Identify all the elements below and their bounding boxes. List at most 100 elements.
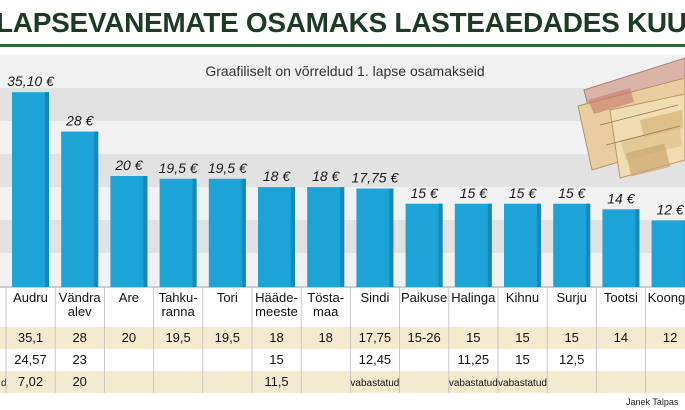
table-cell: 12 <box>663 330 677 345</box>
table-cell: 7,02 <box>18 374 43 389</box>
value-label-1: 28 € <box>65 113 94 129</box>
value-label-9: 15 € <box>460 185 488 201</box>
table-row-bg <box>0 371 685 393</box>
bar-shade-2 <box>143 176 148 287</box>
table-cell: 20 <box>72 374 86 389</box>
bar-12 <box>602 209 640 287</box>
value-label-2: 20 € <box>114 157 143 173</box>
value-label-3: 19,5 € <box>159 160 199 176</box>
table-cell-partial: d <box>1 378 7 389</box>
category-label-1-1: alev <box>68 304 92 319</box>
table-cell: 15 <box>269 352 283 367</box>
table-cell: 19,5 <box>215 330 240 345</box>
table-cell: 19,5 <box>165 330 190 345</box>
category-label-5-1: meeste <box>255 304 298 319</box>
category-label-3-1: ranna <box>161 304 195 319</box>
data-table: 35,1 28 20 19,5 19,5 18 18 17,75 15-26 15 15 15 14 12… <box>0 287 685 393</box>
value-label-0: 35,10 € <box>7 73 55 89</box>
table-cell: 15 <box>515 352 529 367</box>
bar-shade-4 <box>241 178 246 287</box>
bar-chart: Graafiliselt on võrreldud 1. lapse osama… <box>0 55 685 407</box>
bar-6 <box>307 187 345 287</box>
table-cell: 20 <box>122 330 136 345</box>
table-cell: 18 <box>269 330 283 345</box>
category-label-2-0: Are <box>119 290 139 305</box>
bar-shade-10 <box>537 203 541 287</box>
bar-11 <box>553 203 591 287</box>
banknote-icon <box>577 57 685 179</box>
grid-band <box>0 121 685 154</box>
category-label-12-0: Tootsi <box>604 290 638 305</box>
table-cell: 11,25 <box>458 352 490 367</box>
value-label-10: 15 € <box>509 185 537 201</box>
bar-shade-12 <box>635 209 640 287</box>
chart-title: LAPSEVANEMATE OSAMAKS LASTEAEDADES KUUS … <box>0 7 685 38</box>
category-label-7-0: Sindi <box>360 290 389 305</box>
bar-0 <box>12 92 49 287</box>
table-cell: 11,5 <box>264 374 288 389</box>
banknotes-illustration <box>577 57 685 179</box>
table-cell: 15 <box>564 330 578 345</box>
bar-9 <box>454 203 492 287</box>
title-rule <box>0 44 685 47</box>
bar-7 <box>356 188 394 287</box>
bar-3 <box>159 178 197 287</box>
value-label-7: 17,75 € <box>352 169 400 185</box>
category-label-13-0: Koonga <box>648 290 685 305</box>
category-label-0-0: Audru <box>13 290 48 305</box>
table-cell: 15 <box>466 330 480 345</box>
bar-shade-8 <box>438 203 443 287</box>
chart-subtitle: Graafiliselt on võrreldud 1. lapse osama… <box>205 63 484 79</box>
grid-band <box>0 88 685 121</box>
table-cell: 15-26 <box>407 330 440 345</box>
table-cell: 14 <box>614 330 628 345</box>
category-label-4-0: Tori <box>217 290 238 305</box>
bar-10 <box>504 203 541 287</box>
value-label-12: 14 € <box>607 190 635 206</box>
bar-shade-11 <box>586 203 591 287</box>
table-cell: 24,57 <box>14 352 47 367</box>
value-labels-layer: 35,10 € 28 € 20 € 19,5 € 19,5 € 18 € 18 € 17,75… <box>7 73 685 217</box>
table-cell: 15 <box>515 330 529 345</box>
bar-2 <box>110 176 148 287</box>
bar-5 <box>258 187 295 287</box>
table-row-bg <box>0 349 685 371</box>
bar-13 <box>651 220 685 287</box>
table-cell: 12,45 <box>359 352 392 367</box>
table-cell: vabastatud <box>449 378 498 389</box>
bar-shade-0 <box>45 92 49 287</box>
bar-shade-7 <box>389 188 394 287</box>
category-label-6-0: Tösta- <box>307 290 344 305</box>
table-cell: vabastatud <box>498 378 547 389</box>
category-label-5-0: Hääde- <box>255 290 298 305</box>
table-cell: vabastatud <box>350 378 399 389</box>
bar-shade-3 <box>192 178 197 287</box>
value-label-11: 15 € <box>558 185 586 201</box>
bar-8 <box>405 203 443 287</box>
bar-shade-5 <box>291 187 295 287</box>
bar-shade-9 <box>487 203 492 287</box>
bar-shade-1 <box>94 131 99 287</box>
table-cell: 17,75 <box>359 330 392 345</box>
table-cell: 12,5 <box>559 352 584 367</box>
bar-4 <box>208 178 246 287</box>
value-label-6: 18 € <box>312 168 340 184</box>
category-label-1-0: Vändra <box>59 290 102 305</box>
grid-band <box>0 55 685 88</box>
category-label-3-0: Tahku- <box>159 290 198 305</box>
table-cell: 23 <box>72 352 86 367</box>
table-cell: 28 <box>72 330 86 345</box>
value-label-13: 12 € <box>656 201 684 217</box>
category-label-8-0: Paikuse <box>401 290 447 305</box>
category-label-10-0: Kihnu <box>506 290 539 305</box>
bar-shade-6 <box>340 187 345 287</box>
category-label-11-0: Surju <box>557 290 587 305</box>
author-credit: Janek Talpas <box>626 397 679 407</box>
value-label-4: 19,5 € <box>208 160 248 176</box>
table-cell: 35,1 <box>18 330 43 345</box>
category-label-6-1: maa <box>313 304 339 319</box>
table-cell: 18 <box>318 330 332 345</box>
title-bar: LAPSEVANEMATE OSAMAKS LASTEAEDADES KUUS … <box>0 0 685 47</box>
